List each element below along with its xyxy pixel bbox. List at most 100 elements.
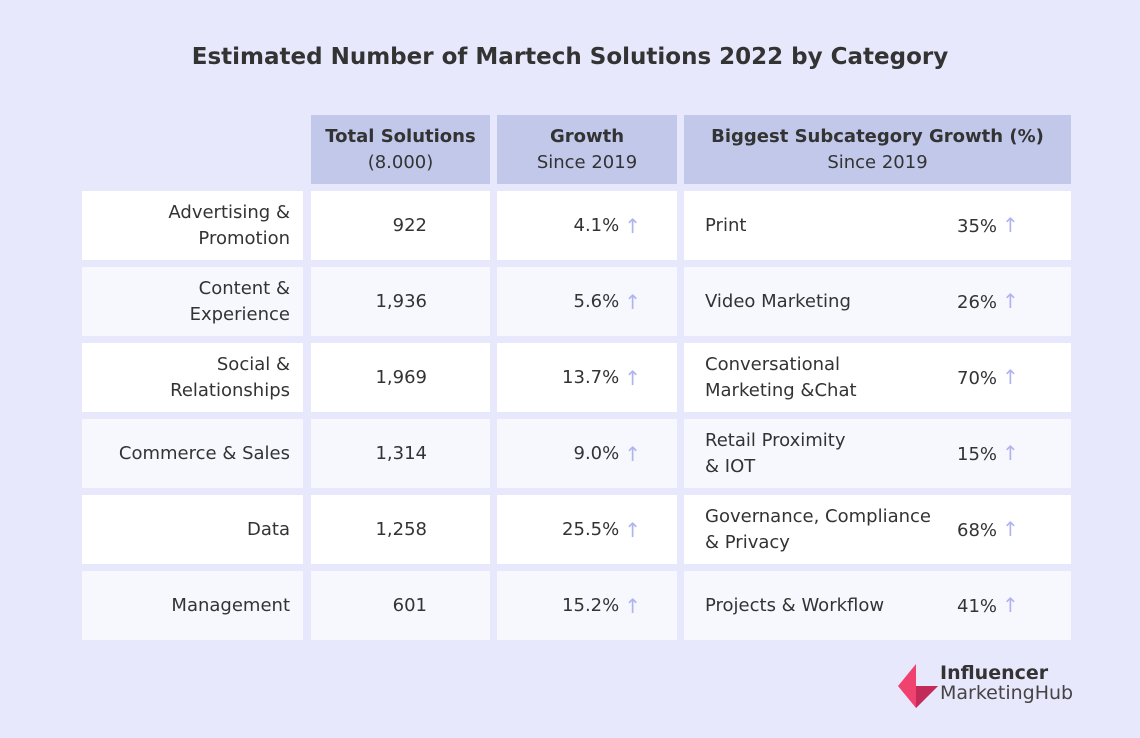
growth-cell: 5.6% ↑ [497,267,677,336]
subcategory-growth: 15% ↑ [957,440,1019,468]
total-cell: 1,969 [311,343,490,412]
subcategory-label: Conversational Marketing &Chat [705,352,857,404]
subcategory-label: Retail Proximity & IOT [705,428,845,480]
growth-value: 5.6% [573,290,620,312]
category-line: Social & [216,353,290,375]
total-cell: 1,258 [311,495,490,564]
influencer-marketing-hub-logo: Influencer MarketingHub [898,662,1078,708]
arrow-up-icon: ↑ [1002,288,1019,313]
arrow-up-icon: ↑ [624,289,641,314]
growth-value: 25.5% [562,518,620,540]
subcategory-growth-value: 35% [957,215,998,237]
subcategory-line: Projects & Workflow [705,594,885,616]
growth-value: 13.7% [562,366,620,388]
arrow-up-icon: ↑ [1002,212,1019,237]
total-cell: 601 [311,571,490,640]
growth-value: 4.1% [573,214,620,236]
chart-title: Estimated Number of Martech Solutions 20… [191,44,949,70]
total-cell: 922 [311,191,490,260]
total-value: 601 [392,594,427,616]
arrow-up-icon: ↑ [1002,440,1019,465]
logo-text-1: Influencer [940,662,1049,684]
category-cell: Social & Relationships [82,343,303,412]
growth-value: 15.2% [562,594,620,616]
logo-mark-icon [898,664,938,708]
category-label: Management [171,593,290,619]
category-line: Commerce & Sales [118,442,290,464]
category-cell: Data [82,495,303,564]
category-label: Social & Relationships [170,352,290,404]
subcategory-cell: Print 35% ↑ [684,191,1071,260]
category-cell: Advertising & Promotion [82,191,303,260]
category-label: Commerce & Sales [119,441,290,467]
total-cell: 1,936 [311,267,490,336]
category-line: Advertising & [168,201,290,223]
subcategory-line: & IOT [705,455,756,477]
subcategory-line: Marketing &Chat [705,379,857,401]
header-total-solutions: Total Solutions (8.000) [311,115,490,184]
subcategory-growth-value: 15% [957,443,998,465]
header-sub: Since 2019 [827,151,928,173]
header-label: Total Solutions [325,125,476,147]
arrow-up-icon: ↑ [1002,364,1019,389]
growth-cell: 13.7% ↑ [497,343,677,412]
total-value: 1,969 [375,366,427,388]
subcategory-line: Conversational [705,353,841,375]
category-cell: Commerce & Sales [82,419,303,488]
subcategory-growth-value: 68% [957,519,998,541]
category-line: Management [171,594,290,616]
subcategory-label: Video Marketing [705,289,851,315]
arrow-up-icon: ↑ [624,365,641,390]
subcategory-label: Print [705,213,746,239]
header-subcategory-growth: Biggest Subcategory Growth (%) Since 201… [684,115,1071,184]
subcategory-line: & Privacy [705,531,790,553]
total-value: 1,314 [375,442,427,464]
growth-value: 9.0% [573,442,620,464]
subcategory-line: Retail Proximity [705,429,846,451]
header-label: Biggest Subcategory Growth (%) [711,125,1044,147]
category-label: Content & Experience [190,276,290,328]
subcategory-growth: 35% ↑ [957,212,1019,240]
arrow-up-icon: ↑ [1002,516,1019,541]
total-cell: 1,314 [311,419,490,488]
growth-cell: 4.1% ↑ [497,191,677,260]
growth-cell: 25.5% ↑ [497,495,677,564]
total-value: 1,936 [375,290,427,312]
subcategory-cell: Retail Proximity & IOT 15% ↑ [684,419,1071,488]
header-sub: (8.000) [367,151,434,173]
category-line: Data [247,518,290,540]
subcategory-growth: 41% ↑ [957,592,1019,620]
subcategory-growth: 68% ↑ [957,516,1019,544]
arrow-up-icon: ↑ [1002,592,1019,617]
category-label: Advertising & Promotion [168,200,290,252]
category-line: Promotion [198,227,290,249]
header-sub: Since 2019 [536,151,638,173]
header-growth: Growth Since 2019 [497,115,677,184]
category-cell: Management [82,571,303,640]
subcategory-line: Governance, Compliance [705,505,931,527]
category-label: Data [247,517,290,543]
category-line: Experience [189,303,290,325]
growth-cell: 9.0% ↑ [497,419,677,488]
arrow-up-icon: ↑ [624,213,641,238]
subcategory-growth: 26% ↑ [957,288,1019,316]
subcategory-cell: Video Marketing 26% ↑ [684,267,1071,336]
logo-text-2: MarketingHub [940,682,1074,704]
subcategory-growth-value: 41% [957,595,998,617]
subcategory-label: Governance, Compliance & Privacy [705,504,931,556]
subcategory-cell: Governance, Compliance & Privacy 68% ↑ [684,495,1071,564]
header-label: Growth [549,125,625,147]
subcategory-line: Print [705,214,747,236]
subcategory-growth: 70% ↑ [957,364,1019,392]
arrow-up-icon: ↑ [624,517,641,542]
subcategory-line: Video Marketing [705,290,851,312]
category-line: Relationships [170,379,290,401]
category-cell: Content & Experience [82,267,303,336]
total-value: 922 [392,214,427,236]
arrow-up-icon: ↑ [624,441,641,466]
subcategory-growth-value: 26% [957,291,998,313]
subcategory-growth-value: 70% [957,367,998,389]
arrow-up-icon: ↑ [624,593,641,618]
subcategory-cell: Conversational Marketing &Chat 70% ↑ [684,343,1071,412]
total-value: 1,258 [375,518,427,540]
